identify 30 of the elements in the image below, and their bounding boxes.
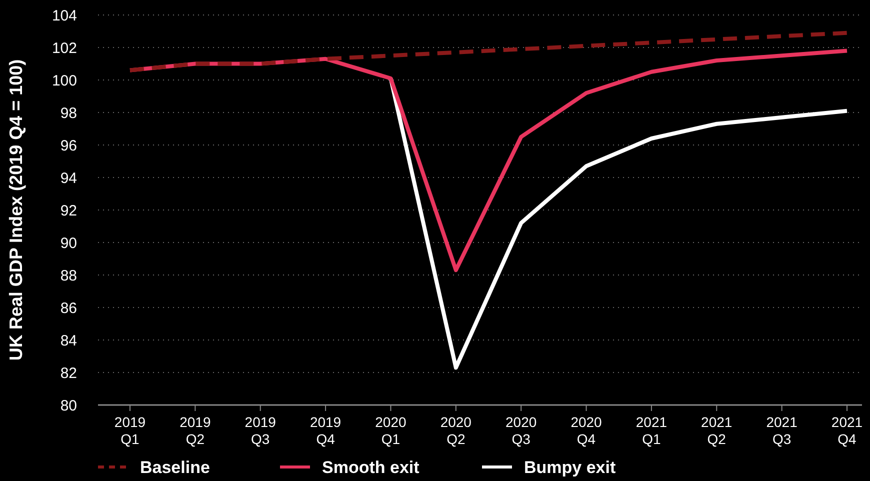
- x-tick-label: 2020 Q4: [570, 414, 602, 447]
- legend-label: Baseline: [140, 458, 210, 477]
- x-tick-label: 2020 Q3: [506, 414, 537, 447]
- y-tick-label: 90: [60, 234, 77, 252]
- y-tick-label: 100: [52, 72, 77, 90]
- y-tick-label: 98: [60, 104, 77, 122]
- line-series: [128, 30, 849, 72]
- x-tick-label: 2020 Q1: [375, 414, 407, 447]
- x-tick-label: 2021 Q3: [766, 414, 798, 447]
- x-tick-label: 2019 Q1: [114, 414, 146, 447]
- x-tick-label: 2021 Q1: [636, 414, 668, 447]
- x-tick-label: 2021 Q4: [831, 414, 863, 447]
- x-tick-label: 2019 Q4: [310, 414, 342, 447]
- y-tick-label: 80: [60, 397, 77, 414]
- x-tick-label: 2021 Q2: [701, 414, 732, 447]
- y-tick-label: 104: [52, 7, 77, 24]
- y-tick-label: 84: [60, 332, 77, 350]
- y-tick-label: 96: [60, 137, 77, 154]
- y-tick-label: 102: [52, 40, 77, 57]
- y-tick-label: 94: [60, 170, 77, 187]
- legend-label: Smooth exit: [322, 458, 420, 477]
- y-tick-label: 82: [60, 364, 77, 382]
- x-tick-label: 2020 Q2: [440, 414, 472, 447]
- y-axis-title: UK Real GDP Index (2019 Q4 = 100): [6, 59, 26, 361]
- x-tick-label: 2019 Q3: [244, 414, 276, 447]
- y-tick-label: 86: [60, 300, 77, 317]
- y-tick-label: 92: [60, 202, 77, 220]
- x-tick-label: 2019 Q2: [180, 414, 211, 447]
- y-tick-label: 88: [60, 267, 77, 284]
- legend-label: Bumpy exit: [524, 458, 616, 477]
